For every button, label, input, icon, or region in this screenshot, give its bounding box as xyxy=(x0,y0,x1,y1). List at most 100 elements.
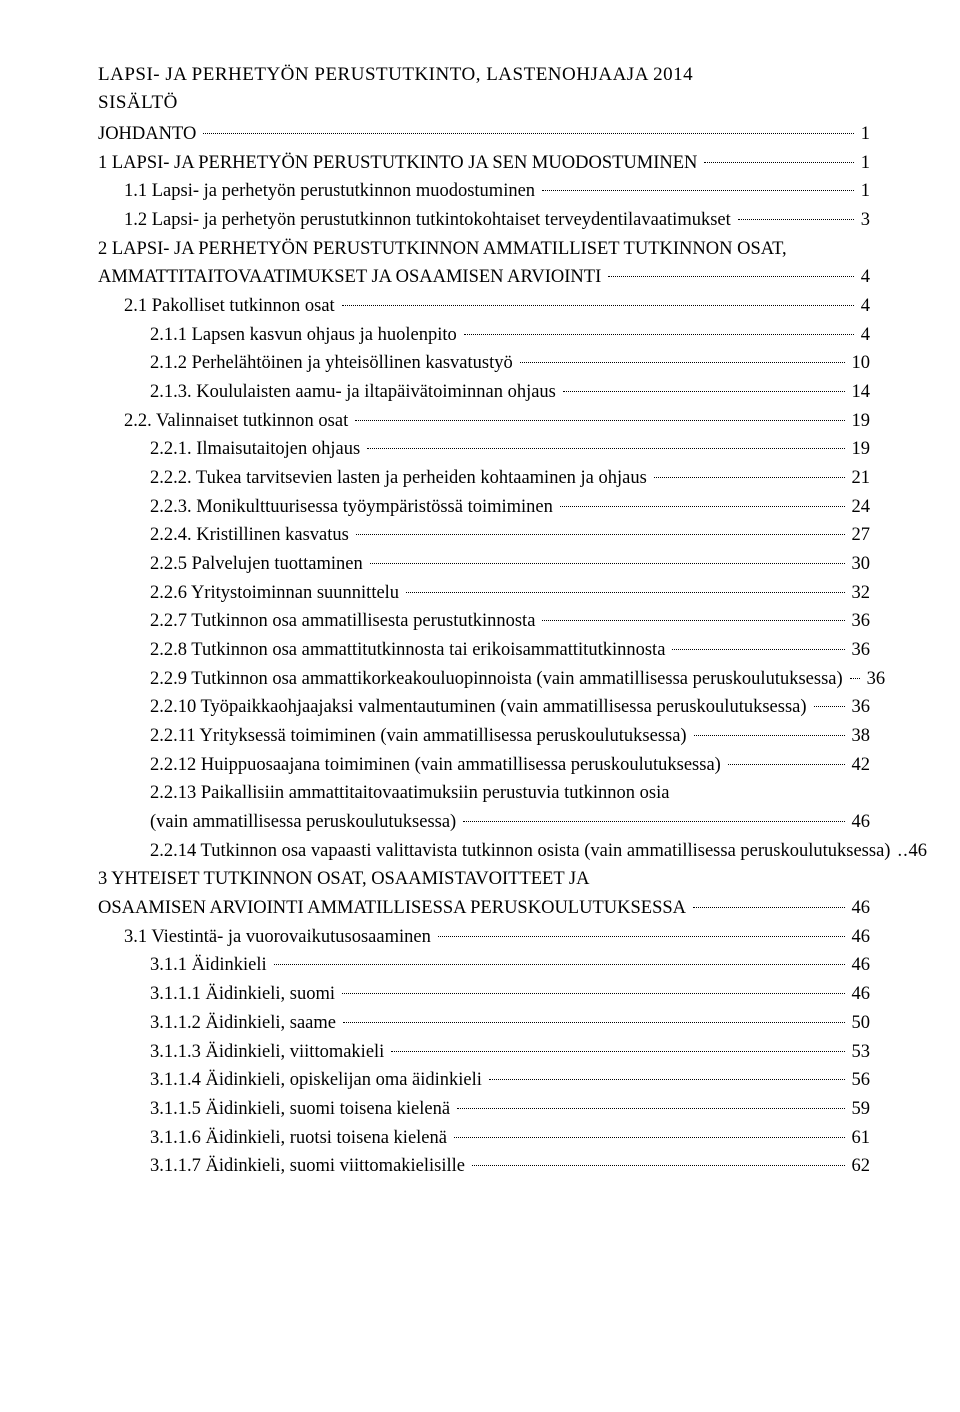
toc-entry: 3.1.1.7 Äidinkieli, suomi viittomakielis… xyxy=(98,1152,870,1181)
toc-entry: 2.2.6 Yritystoiminnan suunnittelu 32 xyxy=(98,579,870,608)
toc-entry-label: 3.1.1.3 Äidinkieli, viittomakieli xyxy=(150,1038,388,1067)
toc-entry: 2.2.7 Tutkinnon osa ammatillisesta perus… xyxy=(98,607,870,636)
toc-entry: 2.2.5 Palvelujen tuottaminen 30 xyxy=(98,550,870,579)
toc-entry: 3.1.1.5 Äidinkieli, suomi toisena kielen… xyxy=(98,1095,870,1124)
toc-entry-label: 3.1.1.6 Äidinkieli, ruotsi toisena kiele… xyxy=(150,1124,451,1153)
toc-entry: 2.2.8 Tutkinnon osa ammattitutkinnosta t… xyxy=(98,636,870,665)
toc-entry-label: (vain ammatillisessa peruskoulutuksessa) xyxy=(150,808,460,837)
toc-entry-label: 3.1.1.1 Äidinkieli, suomi xyxy=(150,980,339,1009)
toc-entry-page: 4 xyxy=(857,263,870,292)
toc-leader-dots xyxy=(850,678,860,679)
toc-entry: 3.1.1.4 Äidinkieli, opiskelijan oma äidi… xyxy=(98,1066,870,1095)
toc-entry: 2.1.3. Koululaisten aamu- ja iltapäiväto… xyxy=(98,378,870,407)
document-page: LAPSI- JA PERHETYÖN PERUSTUTKINTO, LASTE… xyxy=(0,0,960,1412)
toc-entry-label: 2.2.9 Tutkinnon osa ammattikorkeakouluop… xyxy=(150,665,847,694)
toc-entry-label: OSAAMISEN ARVIOINTI AMMATILLISESSA PERUS… xyxy=(98,894,690,923)
toc-entry: 2.1 Pakolliset tutkinnon osat4 xyxy=(98,292,870,321)
toc-entry: 1 LAPSI- JA PERHETYÖN PERUSTUTKINTO JA S… xyxy=(98,149,870,178)
toc-entry-page: 59 xyxy=(848,1095,871,1124)
toc-leader-dots xyxy=(454,1137,845,1138)
toc-entry-label: 2.2.4. Kristillinen kasvatus xyxy=(150,521,353,550)
toc-entry-label: 3.1 Viestintä- ja vuorovaikutusosaaminen xyxy=(124,923,435,952)
toc-entry-page: 19 xyxy=(848,435,871,464)
toc-entry-label: 2.2.8 Tutkinnon osa ammattitutkinnosta t… xyxy=(150,636,669,665)
toc-entry-page: 36 xyxy=(848,693,871,722)
toc-entry-page: 56 xyxy=(848,1066,871,1095)
toc-entry: 2.2.9 Tutkinnon osa ammattikorkeakouluop… xyxy=(98,665,870,694)
toc-entry-page: 32 xyxy=(848,579,871,608)
toc-leader-dots xyxy=(489,1079,845,1080)
toc-leader-dots xyxy=(608,276,854,277)
toc-entry-label: 2.2.2. Tukea tarvitsevien lasten ja perh… xyxy=(150,464,651,493)
toc-leader-dots xyxy=(343,1022,845,1023)
toc-leader-dots xyxy=(464,334,854,335)
toc-entry: 2.2.10 Työpaikkaohjaajaksi valmentautumi… xyxy=(98,693,870,722)
toc-entry-page: 10 xyxy=(848,349,871,378)
toc-entry-label: JOHDANTO xyxy=(98,120,200,149)
toc-entry: 2.2.2. Tukea tarvitsevien lasten ja perh… xyxy=(98,464,870,493)
toc-entry-label: 1.2 Lapsi- ja perhetyön perustutkinnon t… xyxy=(124,206,735,235)
toc-entry-page: 27 xyxy=(848,521,871,550)
toc-entry: 2.2.4. Kristillinen kasvatus 27 xyxy=(98,521,870,550)
toc-leader-dots: .. xyxy=(897,837,901,866)
toc-entry-label: 2.2.3. Monikulttuurisessa työympäristöss… xyxy=(150,493,557,522)
toc-entry-label: 2.1.1 Lapsen kasvun ohjaus ja huolenpito xyxy=(150,321,461,350)
toc-entry-page: 42 xyxy=(848,751,871,780)
toc-entry: 2.1.1 Lapsen kasvun ohjaus ja huolenpito… xyxy=(98,321,870,350)
toc-entry: 3.1.1.3 Äidinkieli, viittomakieli53 xyxy=(98,1038,870,1067)
toc-entry-page: 1 xyxy=(857,177,870,206)
toc-leader-dots xyxy=(391,1051,844,1052)
toc-leader-dots xyxy=(654,477,845,478)
toc-entry-label: 2.2. Valinnaiset tutkinnon osat xyxy=(124,407,352,436)
toc-entry: 2.2.3. Monikulttuurisessa työympäristöss… xyxy=(98,493,870,522)
toc-entry-label: 1 LAPSI- JA PERHETYÖN PERUSTUTKINTO JA S… xyxy=(98,149,701,178)
toc-leader-dots xyxy=(738,219,854,220)
toc-entry-page: 4 xyxy=(857,321,870,350)
toc-entry-page: 24 xyxy=(848,493,871,522)
toc-leader-dots xyxy=(520,362,845,363)
toc-entry-page: 62 xyxy=(848,1152,871,1181)
toc-entry: 3 YHTEISET TUTKINNON OSAT, OSAAMISTAVOIT… xyxy=(98,865,870,922)
toc-leader-dots xyxy=(274,964,845,965)
toc-entry-label: 2.2.13 Paikallisiin ammattitaitovaatimuk… xyxy=(150,779,870,808)
toc-entry-page: 14 xyxy=(848,378,871,407)
toc-leader-dots xyxy=(814,706,845,707)
toc-leader-dots xyxy=(342,993,845,994)
toc-entry-label: 3.1.1.4 Äidinkieli, opiskelijan oma äidi… xyxy=(150,1066,486,1095)
toc-entry-label: 3.1.1.2 Äidinkieli, saame xyxy=(150,1009,340,1038)
toc-entry: 2.2.11 Yrityksessä toimiminen (vain amma… xyxy=(98,722,870,751)
toc-entry-page: 46 xyxy=(848,923,871,952)
toc-entry-label: 2.2.6 Yritystoiminnan suunnittelu xyxy=(150,579,403,608)
toc-entry-label: 3.1.1 Äidinkieli xyxy=(150,951,271,980)
toc-entry-label: 3 YHTEISET TUTKINNON OSAT, OSAAMISTAVOIT… xyxy=(98,865,870,894)
toc-entry: 2.2.12 Huippuosaajana toimiminen (vain a… xyxy=(98,751,870,780)
toc-entry: 2.2. Valinnaiset tutkinnon osat19 xyxy=(98,407,870,436)
document-title: LAPSI- JA PERHETYÖN PERUSTUTKINTO, LASTE… xyxy=(98,64,870,86)
toc-entry-page: 46 xyxy=(848,808,871,837)
toc-leader-dots xyxy=(560,506,845,507)
toc-leader-dots xyxy=(694,735,845,736)
toc-entry-label: 2.1.3. Koululaisten aamu- ja iltapäiväto… xyxy=(150,378,560,407)
toc-entry-page: 3 xyxy=(857,206,870,235)
toc-entry: 2.2.1. Ilmaisutaitojen ohjaus19 xyxy=(98,435,870,464)
toc-leader-dots xyxy=(693,907,844,908)
toc-entry-page: 30 xyxy=(848,550,871,579)
toc-entry-page: 46 xyxy=(848,894,871,923)
toc-leader-dots xyxy=(704,162,853,163)
toc-entry-page: 61 xyxy=(848,1124,871,1153)
toc-entry-label: 3.1.1.7 Äidinkieli, suomi viittomakielis… xyxy=(150,1152,469,1181)
toc-leader-dots xyxy=(356,534,845,535)
toc-leader-dots xyxy=(672,649,844,650)
toc-entry-page: 46 xyxy=(904,837,927,866)
toc-entry-page: 46 xyxy=(848,980,871,1009)
toc-entry-page: 36 xyxy=(863,665,886,694)
toc-entry-page: 1 xyxy=(857,149,870,178)
toc-entry: 3.1.1.6 Äidinkieli, ruotsi toisena kiele… xyxy=(98,1124,870,1153)
toc-leader-dots xyxy=(438,936,845,937)
toc-entry: 3.1 Viestintä- ja vuorovaikutusosaaminen… xyxy=(98,923,870,952)
toc-entry-label: 2.2.5 Palvelujen tuottaminen xyxy=(150,550,367,579)
toc-entry-label: 2 LAPSI- JA PERHETYÖN PERUSTUTKINNON AMM… xyxy=(98,235,870,264)
toc-leader-dots xyxy=(342,305,854,306)
toc-entry-label: 2.2.7 Tutkinnon osa ammatillisesta perus… xyxy=(150,607,539,636)
toc-entry-page: 36 xyxy=(848,636,871,665)
